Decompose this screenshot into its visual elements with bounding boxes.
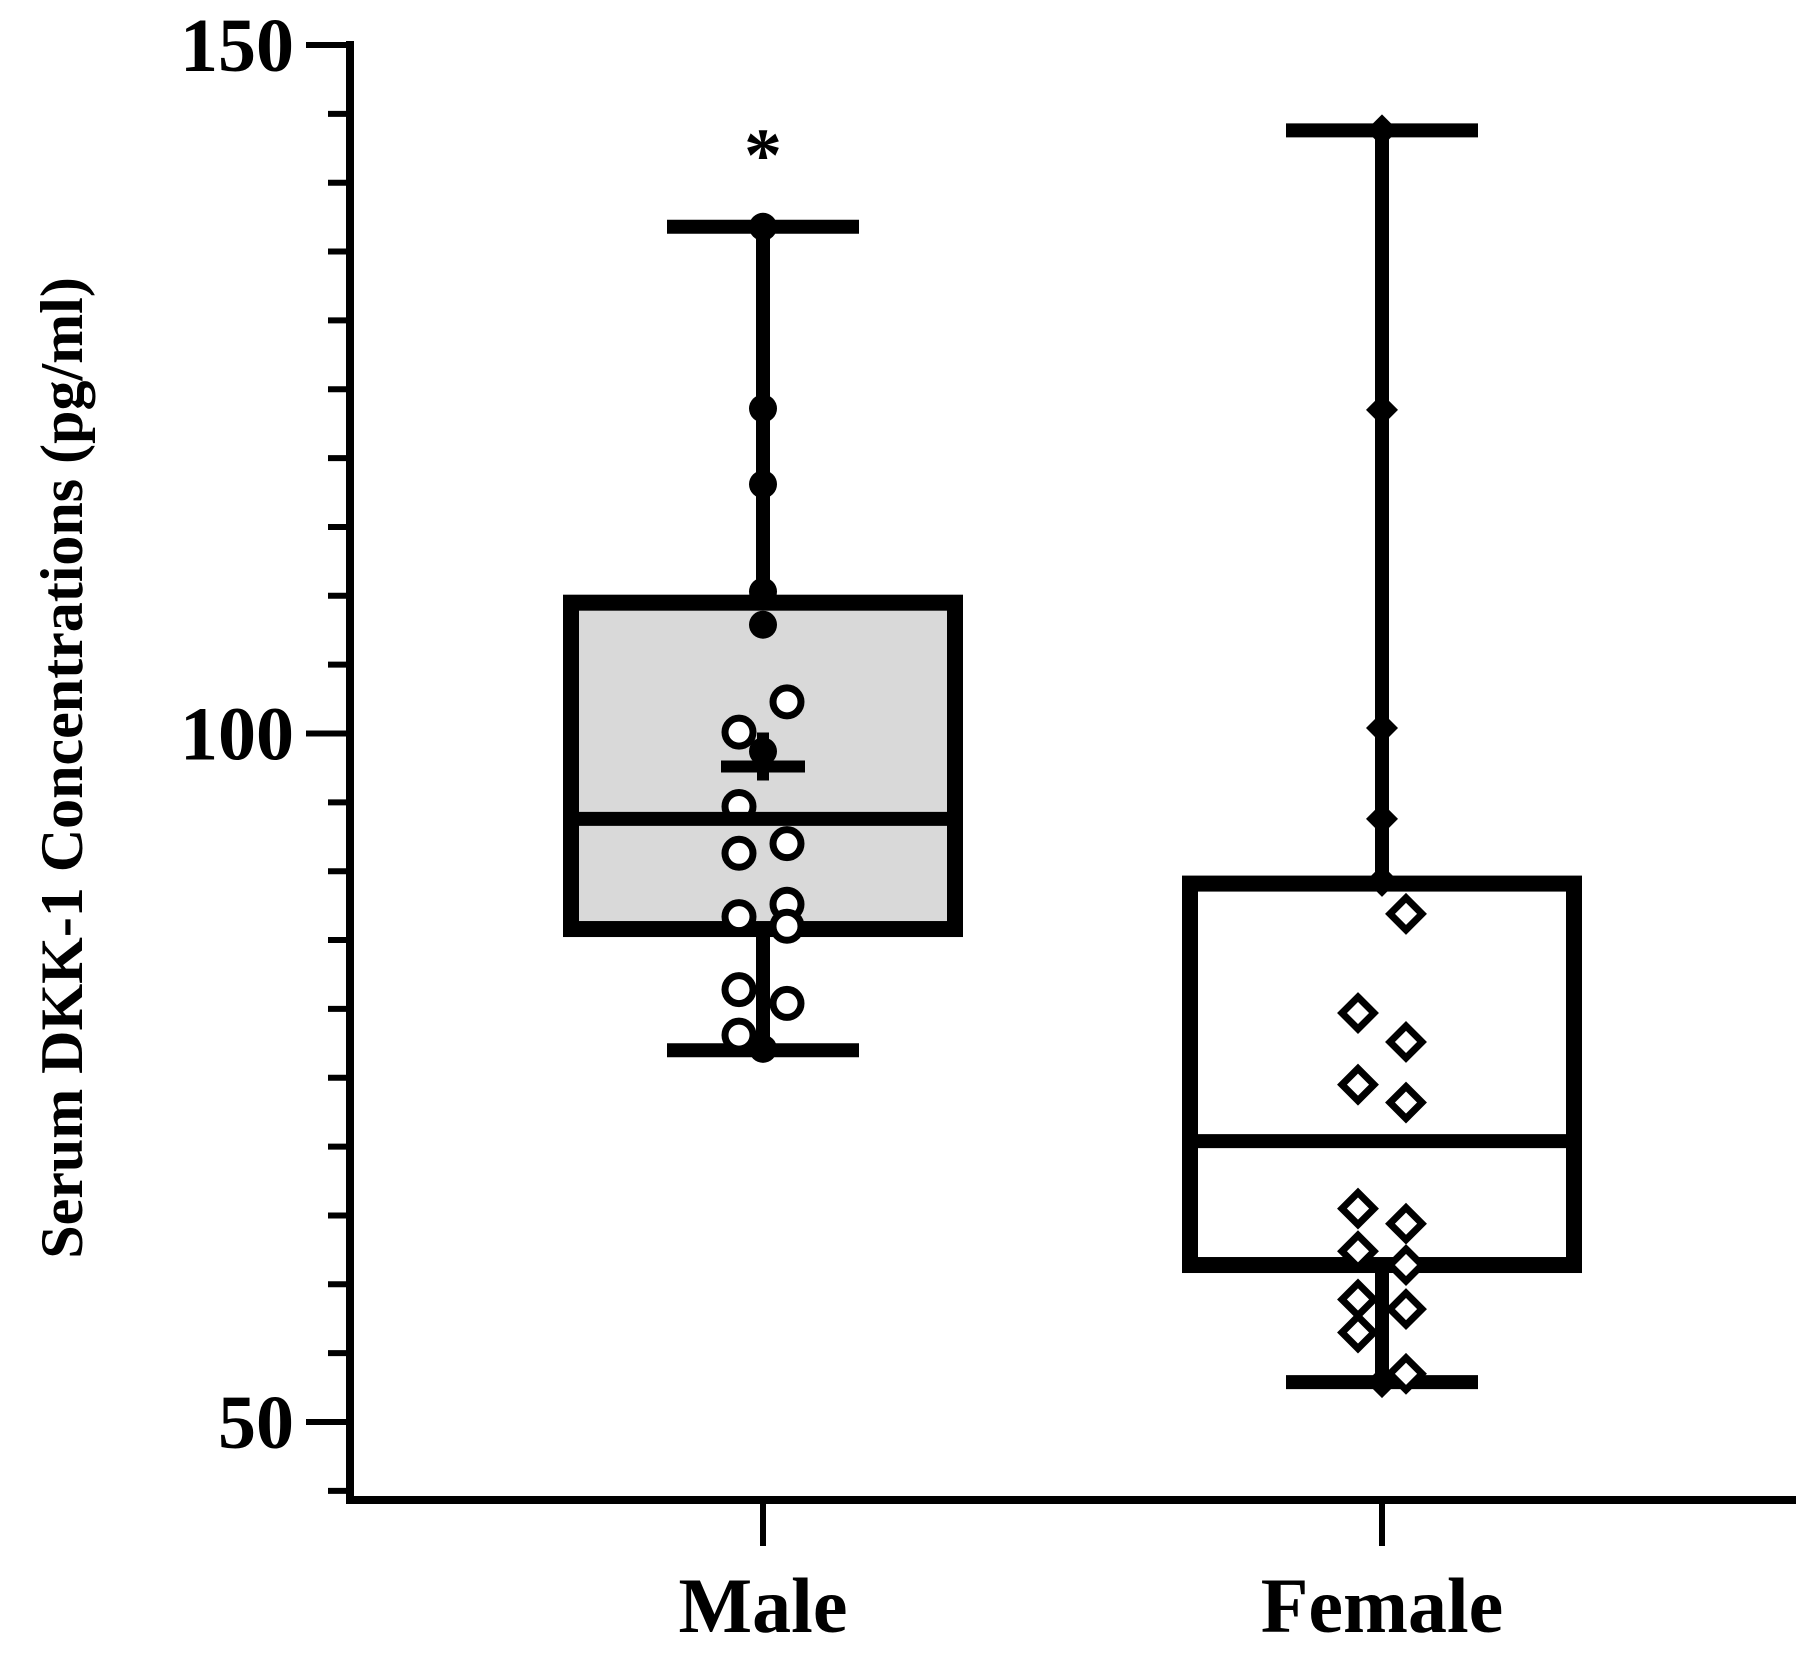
data-point xyxy=(1366,393,1398,426)
data-point xyxy=(1366,864,1398,897)
data-point xyxy=(1337,1278,1379,1321)
y-tick-label: 100 xyxy=(180,693,294,777)
y-tick-label: 50 xyxy=(218,1381,294,1465)
data-point xyxy=(1385,1288,1427,1331)
data-point xyxy=(749,577,777,606)
data-point xyxy=(1385,1244,1427,1286)
data-point xyxy=(1385,1352,1427,1395)
data-point xyxy=(749,610,777,639)
data-point xyxy=(749,212,777,241)
data-point xyxy=(1337,1230,1379,1273)
data-point xyxy=(769,684,805,720)
data-point xyxy=(1366,802,1398,835)
data-point xyxy=(1366,114,1398,147)
data-point xyxy=(1385,1202,1427,1245)
data-point xyxy=(1385,892,1427,935)
points-female xyxy=(1337,114,1427,1399)
y-axis-title: Serum DKK-1 Concentrations (pg/ml) xyxy=(29,277,95,1259)
data-point xyxy=(1366,1366,1398,1399)
x-tick-label-male: Male xyxy=(679,1562,848,1649)
box-groups: * xyxy=(563,113,1582,1399)
data-point xyxy=(749,470,777,499)
data-point xyxy=(1337,1187,1379,1230)
box-female xyxy=(1182,875,1582,1274)
data-point xyxy=(769,985,805,1021)
data-point xyxy=(749,1034,777,1063)
data-point xyxy=(1385,1020,1427,1063)
data-point xyxy=(721,1017,757,1053)
y-axis-title-group: Serum DKK-1 Concentrations (pg/ml) xyxy=(29,277,95,1259)
data-point xyxy=(1385,1081,1427,1124)
x-tick-label-female: Female xyxy=(1261,1562,1504,1649)
box-group-female xyxy=(1182,114,1582,1399)
data-point xyxy=(1337,1311,1379,1354)
significance-annotation: * xyxy=(744,113,782,197)
data-point xyxy=(721,899,757,935)
data-point xyxy=(1366,711,1398,744)
data-point xyxy=(769,826,805,862)
data-point xyxy=(769,908,805,944)
data-point xyxy=(749,394,777,423)
box-group-male: * xyxy=(563,113,963,1063)
data-point xyxy=(721,714,757,750)
data-point xyxy=(721,972,757,1008)
data-point xyxy=(1337,1063,1379,1106)
y-tick-label: 150 xyxy=(180,4,294,88)
axes: 50 100 150 Male Female xyxy=(180,4,1796,1649)
data-point xyxy=(1337,992,1379,1034)
data-point xyxy=(721,835,757,871)
